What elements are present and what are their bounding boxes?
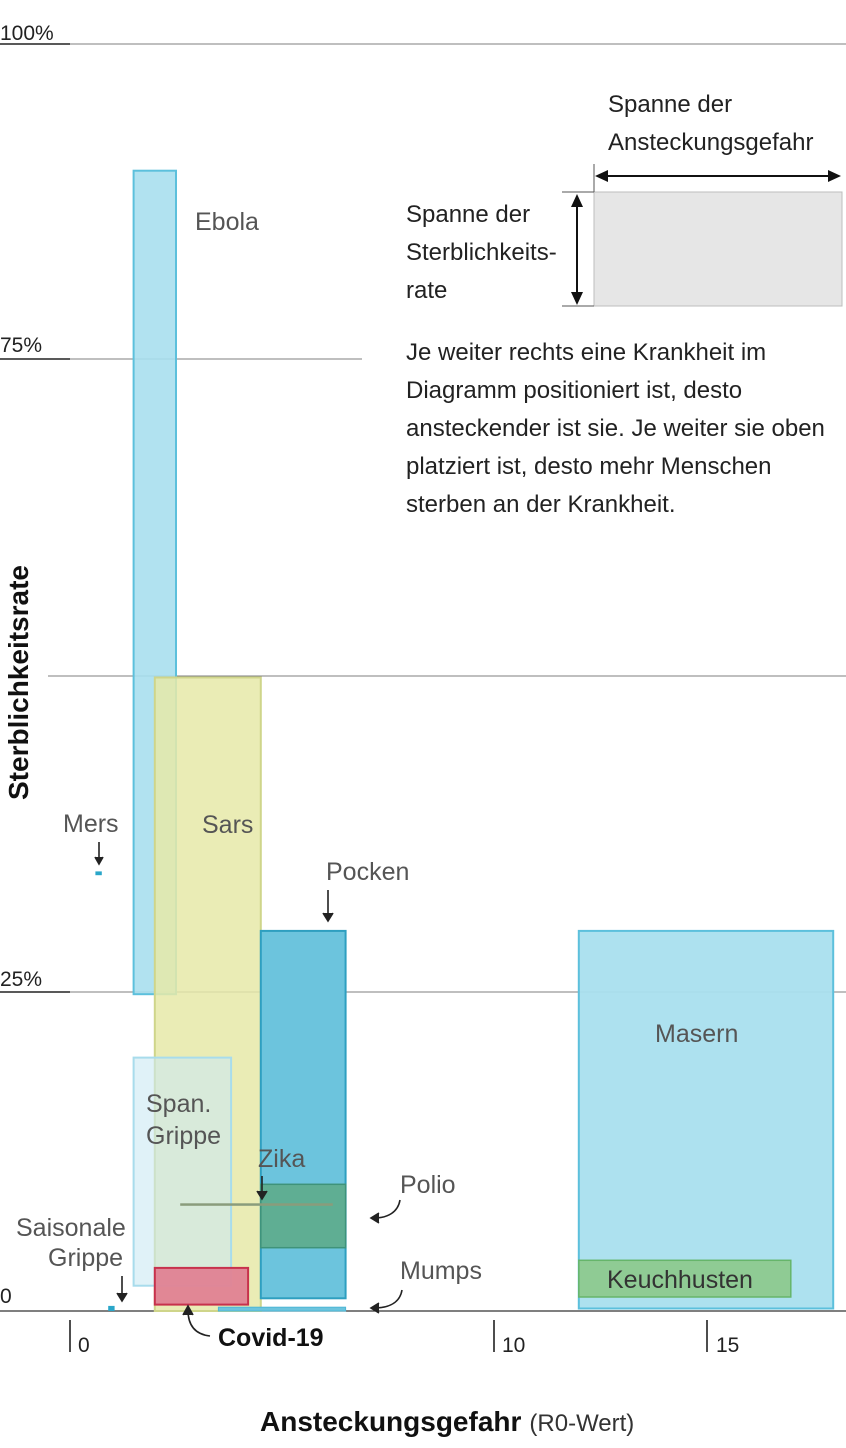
x-ticks: 0 10 15	[69, 1320, 739, 1357]
arrow-pocken-head	[322, 912, 334, 923]
label-polio: Polio	[400, 1171, 456, 1199]
arrow-covid-19-head	[182, 1304, 194, 1316]
box-polio	[260, 1183, 347, 1249]
legend-x-span-label: Spanne der Ansteckungsgefahr	[608, 91, 814, 156]
box-mers	[95, 871, 102, 876]
y-tick-label-75: 75%	[0, 334, 42, 357]
label-saisonale-grippe-line2: Grippe	[48, 1244, 123, 1272]
y-tick-label-25: 25%	[0, 968, 42, 991]
box-zika	[180, 1203, 333, 1206]
arrow-zika-head	[256, 1190, 268, 1201]
label-keuchhusten: Keuchhusten	[607, 1266, 753, 1294]
legend-y-span-label: Spanne der Sterblichkeits-rate	[406, 201, 557, 304]
arrow-saisonale-grippe-head	[116, 1292, 128, 1303]
legend	[562, 164, 843, 307]
box-masern	[577, 929, 835, 1310]
legend-y-span-arrow-bottom-head	[571, 292, 583, 305]
label-ebola: Ebola	[195, 208, 259, 236]
label-mumps: Mumps	[400, 1257, 482, 1285]
label-span-grippe-line1: Span.	[146, 1090, 211, 1118]
disease-labels: Ebola Sars Mers Pocken Masern Span. Grip…	[16, 208, 753, 1352]
y-axis-title: Sterblichkeitsrate	[3, 565, 34, 800]
x-axis-title-sub: (R0-Wert)	[529, 1410, 634, 1437]
x-tick-label-0: 0	[78, 1334, 90, 1357]
label-pocken: Pocken	[326, 858, 409, 886]
label-saisonale-grippe-line1: Saisonale	[16, 1214, 126, 1242]
disease-boxes	[95, 169, 835, 1312]
box-keuchhusten	[578, 1259, 792, 1298]
arrow-mumps-head	[369, 1302, 380, 1314]
box-saisonale-grippe	[108, 1305, 115, 1311]
label-sars: Sars	[202, 811, 253, 839]
label-covid-19: Covid-19	[218, 1324, 324, 1352]
label-masern: Masern	[655, 1020, 738, 1048]
legend-x-span-arrow-left-head	[595, 170, 608, 182]
arrow-polio-head	[369, 1212, 380, 1224]
x-tick-label-10: 10	[502, 1334, 525, 1357]
explanation-note: Je weiter rechts eine Krankheit im Diagr…	[406, 339, 825, 518]
label-zika: Zika	[258, 1145, 305, 1173]
box-covid-19	[153, 1266, 250, 1306]
legend-y-span-arrow-top-head	[571, 194, 583, 207]
legend-x-span-arrow-right-head	[828, 170, 841, 182]
x-tick-label-15: 15	[716, 1334, 739, 1357]
label-span-grippe-line2: Grippe	[146, 1122, 221, 1150]
x-axis-title-main: Ansteckungsgefahr	[260, 1406, 521, 1437]
y-ticks: 100% 75% 25% 0	[0, 22, 70, 1308]
x-axis-title: Ansteckungsgefahr (R0-Wert)	[260, 1406, 634, 1437]
label-mers: Mers	[63, 810, 119, 838]
arrow-mers-head	[94, 856, 104, 866]
legend-box	[593, 191, 843, 307]
y-tick-label-100: 100%	[0, 22, 54, 45]
y-tick-label-0: 0	[0, 1285, 12, 1308]
pointer-arrows	[94, 842, 403, 1337]
box-mumps	[217, 1306, 347, 1312]
